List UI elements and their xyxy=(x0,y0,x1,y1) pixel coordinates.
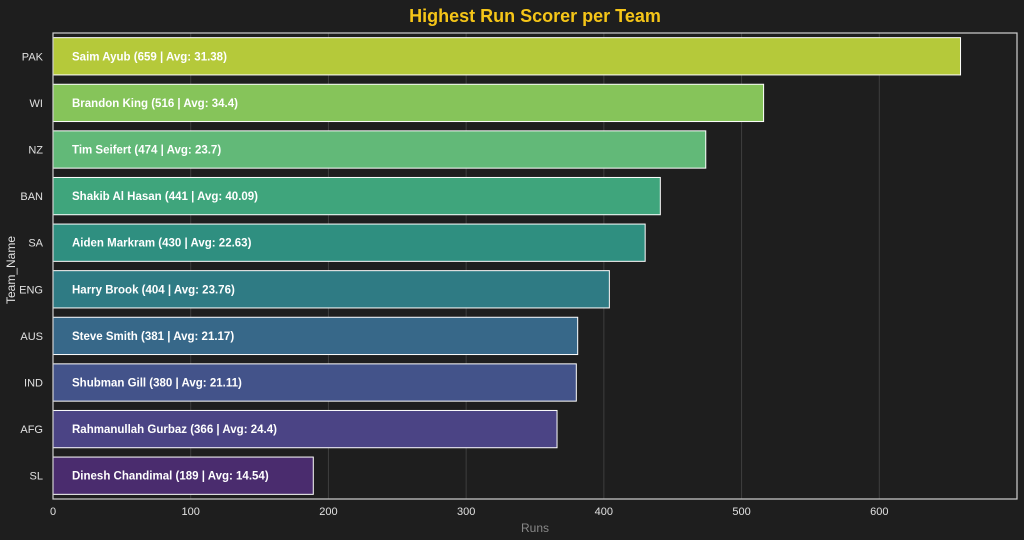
bar-labels: Saim Ayub (659 | Avg: 31.38) Brandon King… xyxy=(72,51,277,482)
bar-label: Shubman Gill (380 | Avg: 21.11) xyxy=(72,378,242,390)
x-axis-label: Runs xyxy=(521,521,549,535)
x-tick-label: 400 xyxy=(595,506,613,518)
y-tick-label: SL xyxy=(30,471,43,483)
bar-label: Tim Seifert (474 | Avg: 23.7) xyxy=(72,145,221,157)
bar-label: Brandon King (516 | Avg: 34.4) xyxy=(72,98,238,110)
chart-title: Highest Run Scorer per Team xyxy=(409,6,661,26)
bar-nz xyxy=(52,130,707,169)
bar-ind xyxy=(52,363,577,402)
y-tick-label: IND xyxy=(24,378,43,390)
x-tick-label: 500 xyxy=(732,506,750,518)
bar-label: Saim Ayub (659 | Avg: 31.38) xyxy=(72,51,227,63)
bar-label: Steve Smith (381 | Avg: 21.17) xyxy=(72,331,234,343)
x-tick-label: 300 xyxy=(457,506,475,518)
bar-sa xyxy=(52,223,646,262)
bar-label: Shakib Al Hasan (441 | Avg: 40.09) xyxy=(72,191,258,203)
bar-label: Dinesh Chandimal (189 | Avg: 14.54) xyxy=(72,471,269,483)
x-tick-label: 0 xyxy=(50,506,56,518)
bar-aus xyxy=(52,316,579,356)
bar-label: Harry Brook (404 | Avg: 23.76) xyxy=(72,284,235,296)
x-tick-labels: 0 100 200 300 400 500 600 xyxy=(50,506,889,518)
x-tick-label: 200 xyxy=(319,506,337,518)
y-axis-label: Team_Name xyxy=(4,236,18,304)
y-tick-label: BAN xyxy=(20,191,43,203)
bar-pak xyxy=(52,37,962,76)
bar-ban xyxy=(52,176,661,216)
x-tick-label: 100 xyxy=(182,506,200,518)
y-tick-label: AUS xyxy=(20,331,43,343)
y-tick-label: ENG xyxy=(19,284,43,296)
plot-frame xyxy=(52,32,1018,500)
y-tick-label: SA xyxy=(28,238,43,250)
y-tick-label: PAK xyxy=(22,51,44,63)
x-tick-label: 600 xyxy=(870,506,888,518)
bar-sl xyxy=(52,456,314,495)
y-tick-label: AFG xyxy=(20,424,43,436)
bar-afg xyxy=(52,409,558,449)
bar-label: Aiden Markram (430 | Avg: 22.63) xyxy=(72,238,252,250)
bar-eng xyxy=(52,270,610,309)
y-tick-labels: PAK WI NZ BAN SA ENG AUS IND AFG SL xyxy=(19,51,43,482)
y-tick-label: WI xyxy=(30,98,43,110)
y-tick-label: NZ xyxy=(28,145,43,157)
bars xyxy=(52,37,962,495)
bar-label: Rahmanullah Gurbaz (366 | Avg: 24.4) xyxy=(72,424,277,436)
